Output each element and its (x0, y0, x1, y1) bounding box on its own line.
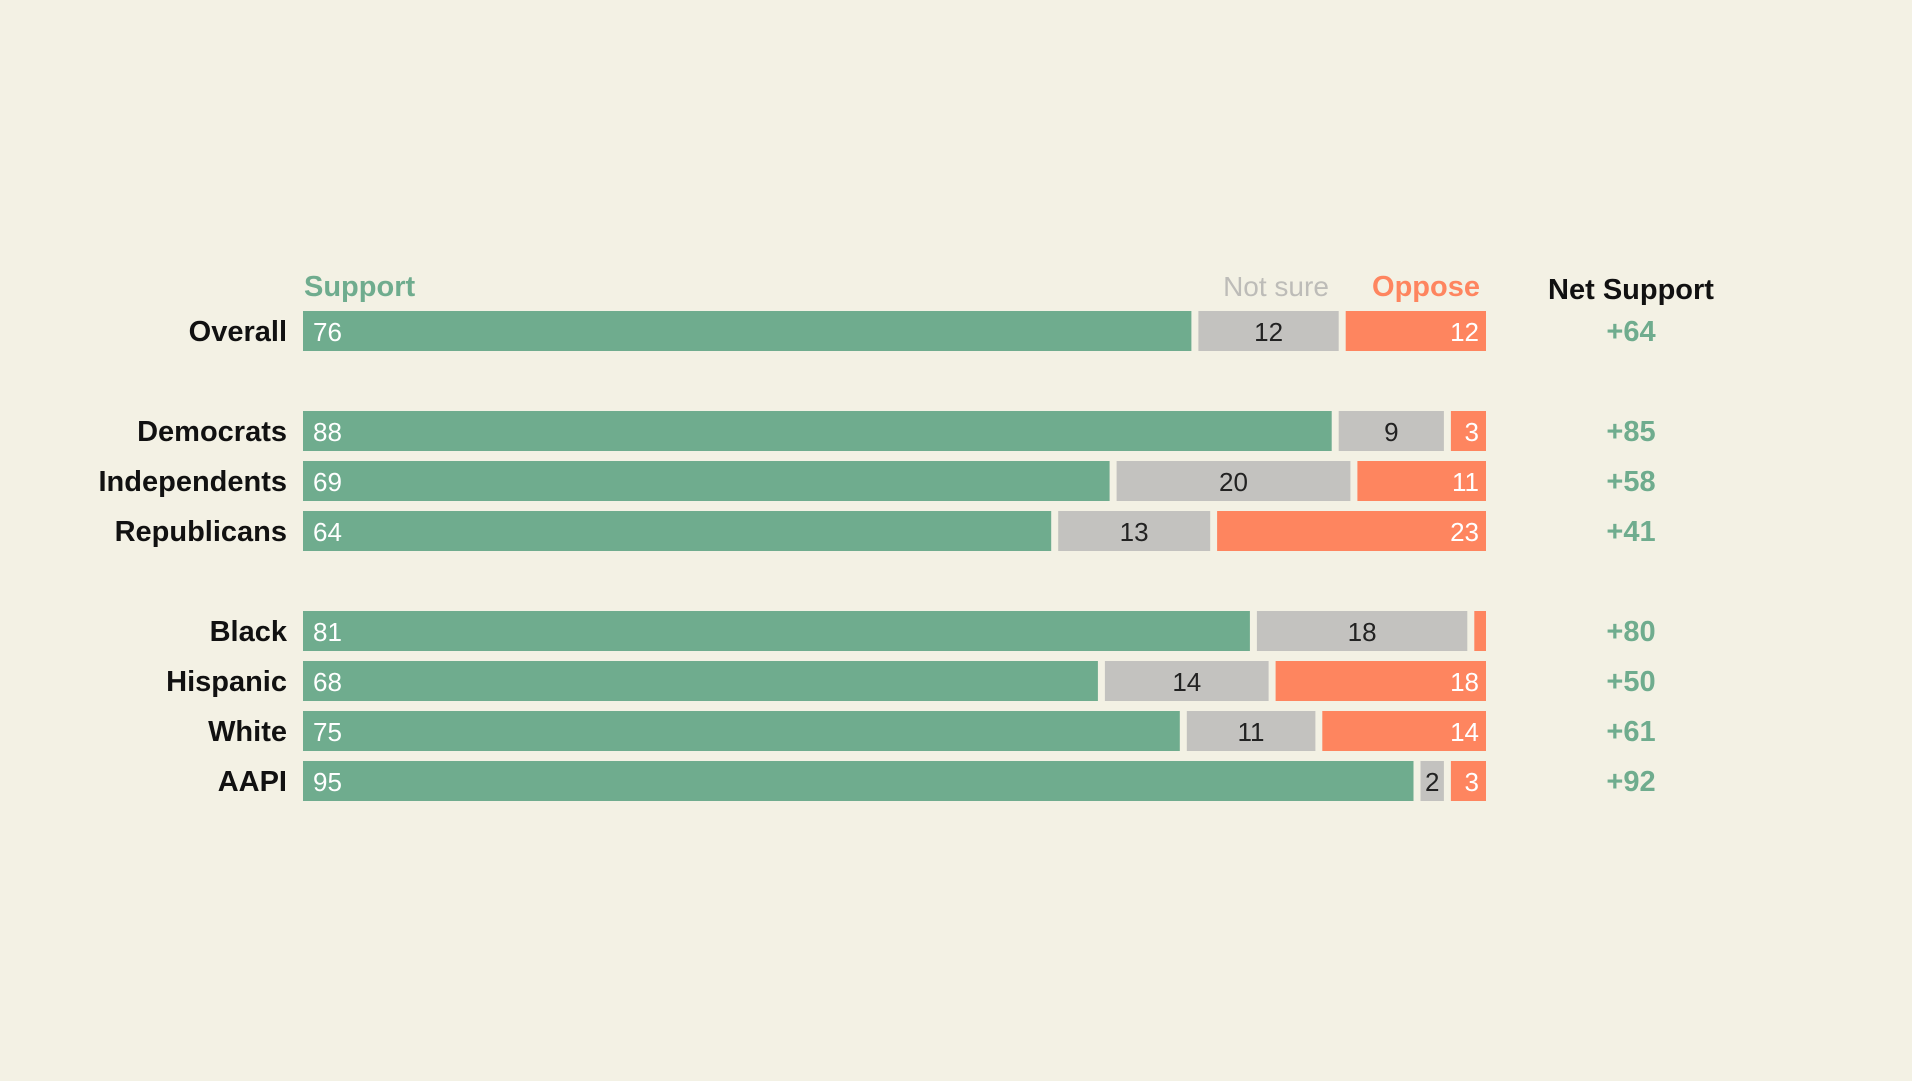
net-support-democrats: +85 (1606, 416, 1655, 448)
bar-row-hispanic: Hispanic 68 14 18 +50 (166, 661, 1656, 701)
net-support-hispanic: +50 (1606, 666, 1655, 698)
bar-oppose-democrats (1450, 411, 1486, 451)
bar-row-aapi: AAPI 95 2 3 +92 (218, 761, 1656, 801)
header-not-sure: Not sure (1223, 271, 1329, 302)
bar-support-aapi (303, 761, 1414, 801)
net-support-aapi: +92 (1606, 766, 1655, 798)
category-label-democrats: Democrats (137, 416, 287, 448)
net-support-white: +61 (1606, 716, 1655, 748)
value-label-support-independents: 69 (313, 467, 342, 497)
bar-not-sure-hispanic (1104, 661, 1269, 701)
bar-not-sure-overall (1198, 311, 1339, 351)
value-label-oppose-white: 14 (1450, 717, 1479, 747)
bar-row-black: Black 81 18 +80 (210, 611, 1656, 651)
value-label-support-white: 75 (313, 717, 342, 747)
bar-support-black (303, 611, 1250, 651)
bar-row-white: White 75 11 14 +61 (208, 711, 1656, 751)
value-label-not-sure-black: 18 (1348, 617, 1377, 647)
bar-oppose-independents (1357, 461, 1486, 501)
bar-support-democrats (303, 411, 1332, 451)
category-label-overall: Overall (189, 316, 287, 348)
value-label-not-sure-aapi: 2 (1425, 767, 1439, 797)
bar-row-overall: Overall 76 12 12 +64 (189, 311, 1656, 351)
bar-support-white (303, 711, 1180, 751)
bar-row-democrats: Democrats 88 9 3 +85 (137, 411, 1656, 451)
net-support-black: +80 (1606, 616, 1655, 648)
value-label-oppose-hispanic: 18 (1450, 667, 1479, 697)
value-label-not-sure-white: 11 (1238, 717, 1265, 747)
bar-row-republicans: Republicans 64 13 23 +41 (115, 511, 1656, 551)
bar-not-sure-democrats (1338, 411, 1444, 451)
value-label-oppose-independents: 11 (1452, 467, 1479, 497)
category-label-republicans: Republicans (115, 516, 287, 548)
bar-support-republicans (303, 511, 1052, 551)
bar-oppose-hispanic (1275, 661, 1486, 701)
value-label-not-sure-overall: 12 (1254, 317, 1283, 347)
net-support-republicans: +41 (1606, 516, 1655, 548)
value-label-oppose-republicans: 23 (1450, 517, 1479, 547)
value-label-support-hispanic: 68 (313, 667, 342, 697)
bar-oppose-black (1474, 611, 1486, 651)
value-label-support-republicans: 64 (313, 517, 342, 547)
category-label-white: White (208, 716, 287, 748)
bars-layer: Overall 76 12 12 +64 Democrats 88 9 3 +85 Independ… (98, 311, 1656, 801)
value-label-support-aapi: 95 (313, 767, 342, 797)
category-label-aapi: AAPI (218, 766, 287, 798)
net-support-overall: +64 (1606, 316, 1655, 348)
header-oppose: Oppose (1372, 271, 1480, 303)
value-label-oppose-democrats: 3 (1465, 417, 1479, 447)
bar-oppose-white (1322, 711, 1486, 751)
bar-support-overall (303, 311, 1192, 351)
bar-row-independents: Independents 69 20 11 +58 (98, 461, 1656, 501)
net-support-independents: +58 (1606, 466, 1655, 498)
bar-not-sure-black (1256, 611, 1468, 651)
bar-not-sure-aapi (1420, 761, 1444, 801)
bar-support-hispanic (303, 661, 1098, 701)
category-label-black: Black (210, 616, 288, 648)
bar-not-sure-white (1186, 711, 1316, 751)
bar-not-sure-independents (1116, 461, 1351, 501)
bar-oppose-overall (1345, 311, 1486, 351)
bar-not-sure-republicans (1058, 511, 1211, 551)
value-label-not-sure-independents: 20 (1219, 467, 1248, 497)
value-label-not-sure-democrats: 9 (1384, 417, 1398, 447)
header-net-support: Net Support (1548, 274, 1714, 306)
value-label-oppose-overall: 12 (1450, 317, 1479, 347)
value-label-support-black: 81 (313, 617, 342, 647)
bar-support-independents (303, 461, 1110, 501)
value-label-support-democrats: 88 (313, 417, 342, 447)
value-label-not-sure-republicans: 13 (1120, 517, 1149, 547)
value-label-not-sure-hispanic: 14 (1172, 667, 1201, 697)
header-support: Support (304, 271, 415, 303)
bar-oppose-republicans (1217, 511, 1486, 551)
value-label-oppose-aapi: 3 (1465, 767, 1479, 797)
bar-oppose-aapi (1450, 761, 1486, 801)
value-label-support-overall: 76 (313, 317, 342, 347)
category-label-hispanic: Hispanic (166, 666, 287, 698)
category-label-independents: Independents (98, 466, 287, 498)
